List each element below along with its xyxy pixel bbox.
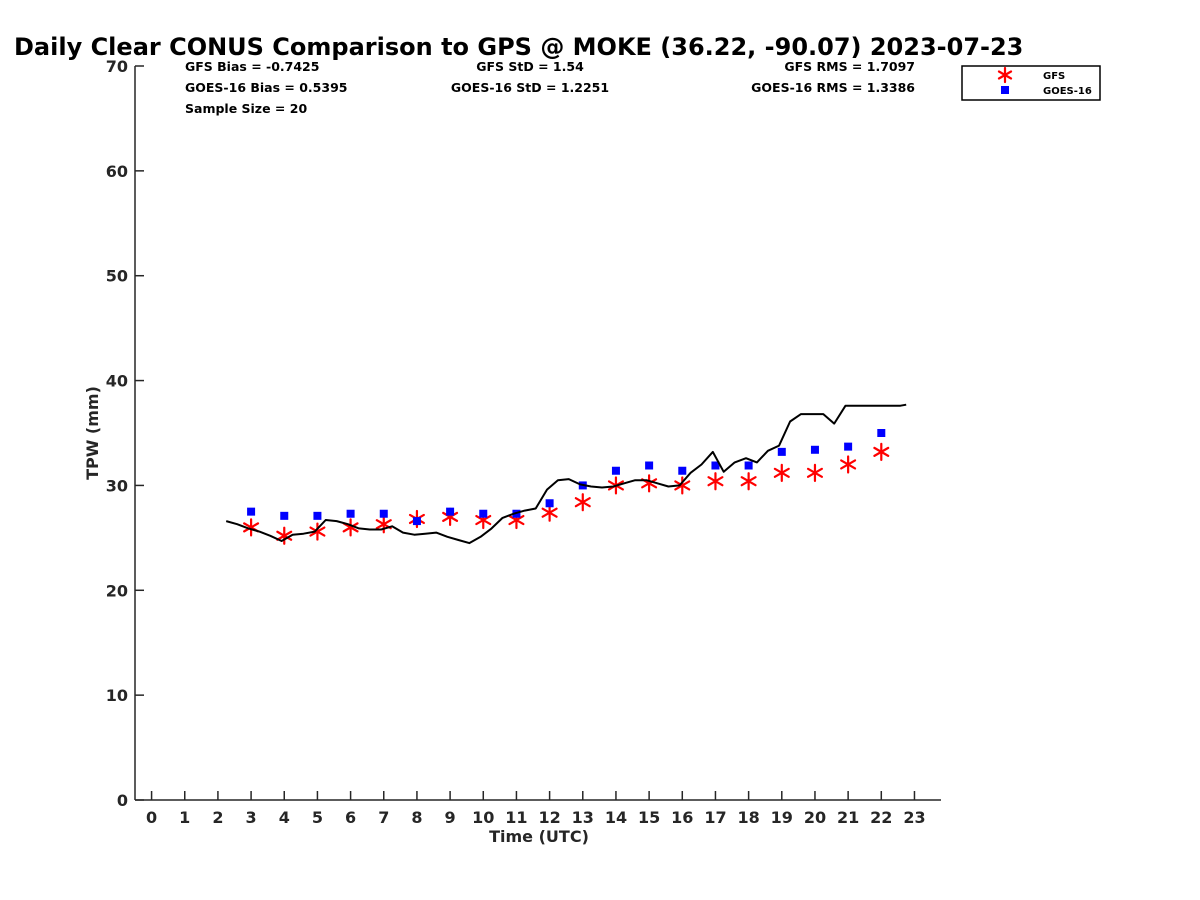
sample-size-stat: Sample Size = 20 [185,101,307,116]
goes16-point [247,507,256,516]
goes-rms-stat: GOES-16 RMS = 1.3386 [751,80,915,95]
x-tick-label: 17 [704,808,726,827]
y-tick-label: 0 [117,791,128,810]
gfs-point [873,442,890,461]
goes16-point [777,447,786,456]
x-tick-label: 23 [903,808,925,827]
x-tick-label: 15 [638,808,660,827]
gfs-point [674,476,691,495]
x-axis-label: Time (UTC) [489,827,589,846]
y-tick-label: 30 [106,476,128,495]
goes16-point [678,466,687,475]
goes-std-stat: GOES-16 StD = 1.2251 [451,80,609,95]
goes16-point [280,511,289,520]
x-axis-ticks: 0 1 2 3 4 5 6 7 8 9 10 11 12 13 14 15 16 17 18 19 20 21 22 23 [146,791,926,827]
x-tick-label: 7 [378,808,389,827]
goes16-point [479,509,488,518]
gfs-point [840,455,857,474]
x-tick-label: 2 [212,808,223,827]
goes16-point [379,509,388,518]
x-tick-label: 6 [345,808,356,827]
y-tick-label: 10 [106,686,128,705]
x-tick-label: 4 [279,808,290,827]
goes16-point [744,461,753,470]
gfs-bias-stat: GFS Bias = -0.7425 [185,59,319,74]
gfs-point [541,503,558,522]
y-tick-label: 60 [106,162,128,181]
x-tick-label: 14 [605,808,627,827]
gps-series-line [225,403,907,545]
legend: GFS GOES-16 [961,65,1101,101]
gfs-std-stat: GFS StD = 1.54 [476,59,584,74]
y-tick-label: 20 [106,581,128,600]
legend-gfs-label: GFS [1043,71,1065,82]
plot-area: 0 1 2 3 4 5 6 7 8 9 10 11 12 13 14 15 16 17 18 19 20 21 22 23 0… [106,57,941,827]
stats-block: GFS Bias = -0.7425 GOES-16 Bias = 0.5395… [185,59,915,116]
x-tick-label: 5 [312,808,323,827]
x-tick-label: 16 [671,808,693,827]
goes-bias-stat: GOES-16 Bias = 0.5395 [185,80,347,95]
x-tick-label: 0 [146,808,157,827]
legend-box [961,65,1101,101]
gfs-point [740,472,757,491]
x-tick-label: 19 [771,808,793,827]
goes16-point [412,517,421,526]
goes16-point [346,509,355,518]
y-axis-label: TPW (mm) [83,386,102,480]
legend-gfs-asterisk [997,66,1013,84]
x-tick-label: 1 [179,808,190,827]
x-tick-label: 20 [804,808,826,827]
x-tick-label: 3 [246,808,257,827]
goes16-point [844,442,853,451]
x-tick-label: 13 [572,808,594,827]
chart-title: Daily Clear CONUS Comparison to GPS @ MO… [14,33,1023,61]
legend-gfs-marker [997,66,1013,84]
gfs-point [574,493,591,512]
goes16-point [810,445,819,454]
y-axis-ticks: 0 10 20 30 40 50 60 70 [106,57,144,810]
x-tick-label: 21 [837,808,859,827]
x-tick-label: 18 [737,808,759,827]
x-tick-label: 12 [538,808,560,827]
y-tick-label: 50 [106,267,128,286]
legend-goes-label: GOES-16 [1043,86,1092,97]
x-tick-label: 9 [445,808,456,827]
x-tick-label: 10 [472,808,494,827]
y-tick-label: 40 [106,372,128,391]
goes16-point [711,461,720,470]
goes16-point [313,511,322,520]
x-tick-label: 8 [411,808,422,827]
series-layer [225,403,907,545]
goes16-point [446,507,455,516]
gfs-rms-stat: GFS RMS = 1.7097 [784,59,915,74]
x-tick-label: 11 [505,808,527,827]
goes16-point [545,499,554,508]
legend-goes-marker [1001,86,1009,94]
x-tick-label: 22 [870,808,892,827]
gfs-point [806,463,823,482]
y-tick-label: 70 [106,57,128,76]
gfs-point [773,463,790,482]
goes16-point [645,461,654,470]
gfs-point [707,472,724,491]
goes16-point [877,429,886,437]
gfs-point [309,522,326,541]
gfs-point [276,526,293,545]
goes16-point [611,466,620,475]
